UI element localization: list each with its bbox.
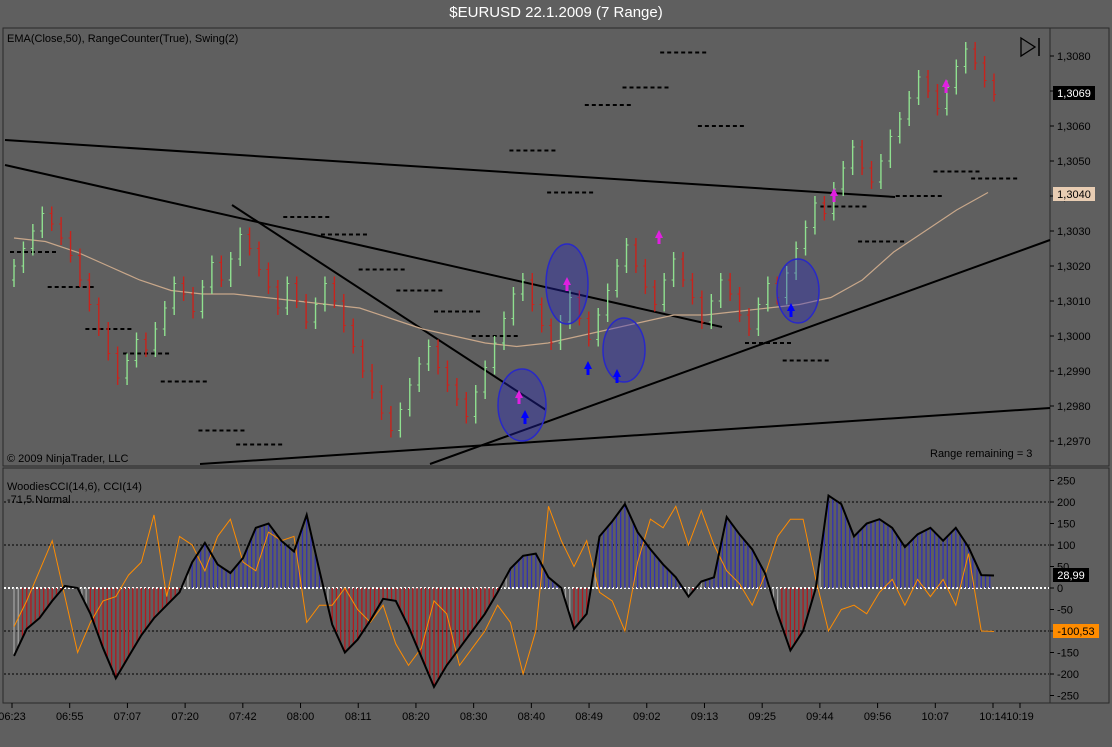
trendlines-layer <box>4 139 1051 465</box>
time-tick-label: 09:02 <box>633 711 661 723</box>
price-bars-layer <box>12 42 996 438</box>
ema-price-text: 1,3040 <box>1057 189 1091 201</box>
ema-price-marker: 1,3040 <box>1053 187 1095 201</box>
swing-levels-layer <box>10 51 1020 446</box>
scroll-end-icon[interactable] <box>1020 36 1040 58</box>
time-tick-label: 07:20 <box>171 711 199 723</box>
time-tick-label: 08:20 <box>402 711 430 723</box>
time-axis: 06:23 06:55 07:07 07:20 07:42 08:00 08:11 08:20… <box>0 703 1034 723</box>
woodies-cci-line <box>13 493 995 690</box>
highlight-circle <box>776 258 820 324</box>
time-tick-label: 08:00 <box>287 711 315 723</box>
price-tick-label: 1,3030 <box>1057 226 1091 238</box>
trendline-5 <box>199 407 1051 465</box>
cci-tick-label: -150 <box>1057 648 1079 660</box>
time-tick-label: 07:42 <box>229 711 257 723</box>
time-tick-label: 10:07 <box>922 711 950 723</box>
price-axis-frame <box>1049 27 1110 467</box>
window-title: $EURUSD 22.1.2009 (7 Range) <box>449 4 663 21</box>
price-tick-label: 1,3020 <box>1057 261 1091 273</box>
time-tick-label: 08:40 <box>518 711 546 723</box>
woodies-value-marker: 28,99 <box>1053 568 1089 582</box>
price-tick-label: 1,3010 <box>1057 296 1091 308</box>
ema-line <box>13 191 989 348</box>
signal-arrow <box>613 369 621 383</box>
cci-value-text: -100,53 <box>1057 626 1094 638</box>
time-tick-label: 09:44 <box>806 711 834 723</box>
cci-tick-label: 100 <box>1057 540 1075 552</box>
woodies-histogram <box>13 495 991 687</box>
cci-tick-label: 200 <box>1057 497 1075 509</box>
time-tick-label: 07:07 <box>114 711 142 723</box>
signal-arrow <box>515 390 523 404</box>
time-tick-label: 09:13 <box>691 711 719 723</box>
woodies-value-text: 28,99 <box>1057 570 1085 582</box>
signal-arrow <box>942 79 950 93</box>
signal-arrow <box>830 188 838 202</box>
signal-arrow <box>563 277 571 291</box>
cci-tick-label: 0 <box>1057 583 1063 595</box>
signal-arrow <box>787 303 795 317</box>
copyright-label: © 2009 NinjaTrader, LLC <box>7 453 128 465</box>
trendline-1 <box>4 139 896 198</box>
cci-value-marker: -100,53 <box>1053 624 1099 638</box>
price-tick-label: 1,3050 <box>1057 156 1091 168</box>
cci-indicators-label: WoodiesCCI(14,6), CCI(14) <box>7 481 142 493</box>
cci-state-label: -71,5 Normal <box>7 494 71 506</box>
cci-panel-frame <box>2 467 1051 704</box>
time-tick-label: 10:19 <box>1006 711 1034 723</box>
trendline-3 <box>231 204 547 411</box>
price-tick-label: 1,2990 <box>1057 366 1091 378</box>
cci-tick-label: -250 <box>1057 691 1079 703</box>
time-tick-label: 06:55 <box>56 711 84 723</box>
time-tick-label: 06:23 <box>0 711 26 723</box>
time-tick-label: 08:49 <box>575 711 603 723</box>
trendline-2 <box>4 164 723 328</box>
time-tick-label: 09:25 <box>748 711 776 723</box>
trendline-4 <box>429 239 1051 465</box>
cci-tick-label: 250 <box>1057 476 1075 488</box>
cci-axis-frame <box>1049 467 1110 704</box>
last-price-text: 1,3069 <box>1057 88 1091 100</box>
price-indicators-label: EMA(Close,50), RangeCounter(True), Swing… <box>7 33 238 45</box>
highlight-circle <box>497 368 547 442</box>
time-tick-label: 08:30 <box>460 711 488 723</box>
time-tick-label: 08:11 <box>345 711 372 723</box>
cci-tick-label: -50 <box>1057 605 1073 617</box>
price-tick-label: 1,3060 <box>1057 121 1091 133</box>
cci-tick-label: 150 <box>1057 519 1075 531</box>
price-axis: 1,30801,30701,30601,30501,30401,30301,30… <box>1050 51 1091 448</box>
signal-arrow <box>655 230 663 244</box>
highlight-circles-layer <box>497 243 820 442</box>
price-tick-label: 1,2980 <box>1057 401 1091 413</box>
price-tick-label: 1,2970 <box>1057 436 1091 448</box>
highlight-circle <box>602 317 646 383</box>
signal-arrow <box>521 410 529 424</box>
last-price-marker: 1,3069 <box>1053 86 1095 100</box>
price-tick-label: 1,3000 <box>1057 331 1091 343</box>
cci-line <box>13 505 995 676</box>
cci-tick-label: -200 <box>1057 669 1079 681</box>
time-tick-label: 10:14 <box>979 711 1007 723</box>
time-tick-label: 09:56 <box>864 711 892 723</box>
range-remaining-label: Range remaining = 3 <box>930 448 1032 460</box>
signal-arrow <box>584 361 592 375</box>
price-tick-label: 1,3080 <box>1057 51 1091 63</box>
signal-arrows-layer <box>515 79 950 424</box>
